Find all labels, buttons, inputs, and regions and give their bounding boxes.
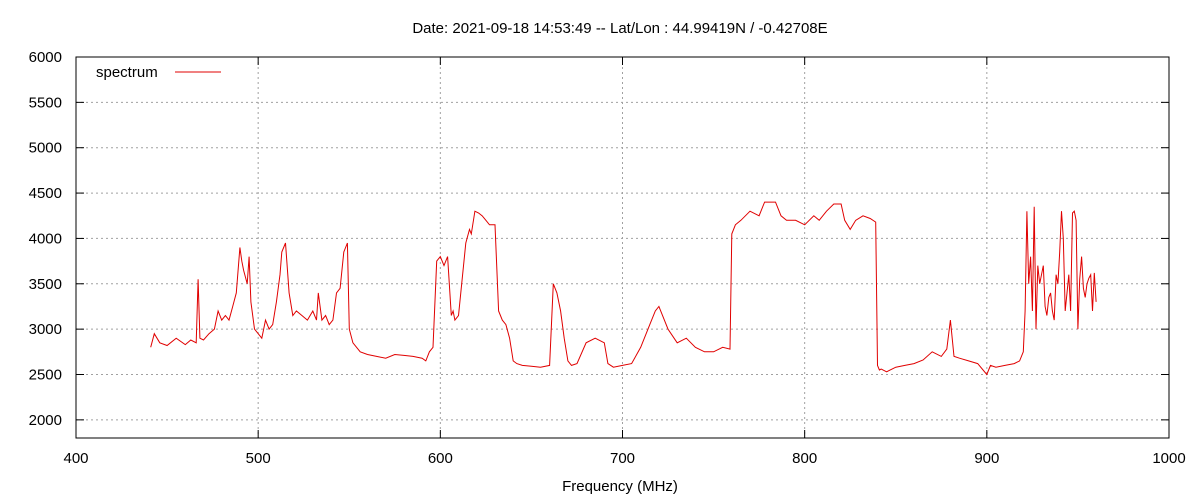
x-tick-label: 800 — [792, 450, 817, 467]
y-tick-label: 4500 — [29, 185, 62, 202]
x-tick-label: 600 — [428, 450, 453, 467]
y-tick-label: 3000 — [29, 321, 62, 338]
x-tick-label: 1000 — [1152, 450, 1185, 467]
x-tick-label: 900 — [974, 450, 999, 467]
x-tick-label: 400 — [63, 450, 88, 467]
chart-title: Date: 2021-09-18 14:53:49 -- Lat/Lon : 4… — [412, 20, 827, 37]
y-tick-label: 5500 — [29, 94, 62, 111]
x-axis-label: Frequency (MHz) — [562, 478, 678, 495]
y-tick-label: 6000 — [29, 49, 62, 66]
y-tick-label: 4000 — [29, 230, 62, 247]
legend: spectrum — [96, 64, 221, 81]
y-tick-label: 2500 — [29, 367, 62, 384]
x-tick-label: 700 — [610, 450, 635, 467]
y-tick-label: 5000 — [29, 140, 62, 157]
x-axis: 400 500 600 700 800 900 1000 — [63, 57, 1186, 467]
series-line-spectrum — [150, 201, 1097, 376]
y-tick-label: 2000 — [29, 412, 62, 429]
legend-label-spectrum: spectrum — [96, 64, 158, 81]
y-tick-label: 3500 — [29, 276, 62, 293]
x-tick-label: 500 — [246, 450, 271, 467]
y-axis: 2000 2500 3000 3500 4000 4500 5000 5500 6000 — [29, 49, 1169, 429]
